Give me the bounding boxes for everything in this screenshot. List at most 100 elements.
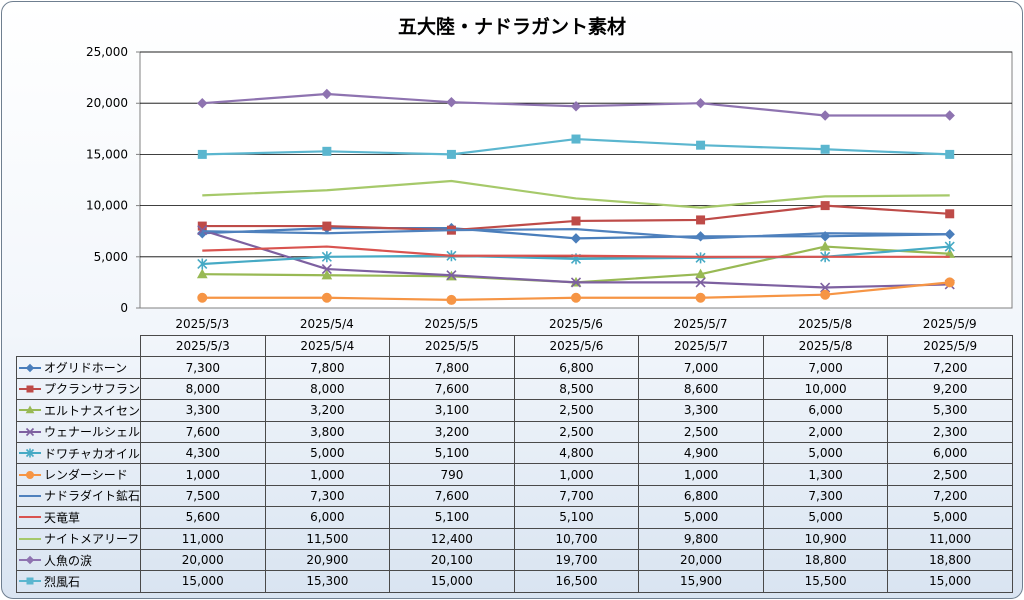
legend-key (19, 470, 41, 479)
table-cell: 3,800 (264, 420, 391, 443)
legend-entry: エルトナスイセン (15, 399, 142, 422)
star-marker (944, 241, 955, 253)
circle-marker (446, 294, 457, 305)
series (202, 179, 950, 209)
table-header-cell: 2025/5/7 (638, 334, 764, 358)
table-cell: 2,300 (887, 420, 1013, 443)
legend-label: ナイトメアリーフ (44, 532, 140, 547)
legend-key (19, 555, 41, 565)
series-line (202, 228, 950, 240)
x-tick-label: 2025/5/4 (300, 317, 354, 331)
table-row: ウェナールシェル 7,600 3,800 3,200 2,500 2,500 2,000 2,… (15, 420, 1013, 443)
table-cell: 12,400 (389, 527, 515, 550)
x-marker (695, 277, 706, 288)
legend-key (19, 577, 41, 585)
table-cell: 7,200 (887, 356, 1013, 379)
legend-key (19, 494, 41, 497)
circle-marker (26, 470, 34, 479)
table-row: 人魚の涙 20,000 20,900 20,100 19,700 20,000 18,800… (15, 548, 1013, 572)
table-cell: 15,000 (887, 570, 1013, 593)
circle-marker (695, 292, 706, 303)
table-cell: 5,300 (887, 399, 1013, 422)
legend-key (19, 405, 41, 414)
table-header-cell: 2025/5/8 (762, 334, 889, 358)
x-marker (321, 264, 332, 275)
table-cell: 9,200 (887, 377, 1013, 401)
series (197, 134, 955, 159)
legend-key (19, 537, 41, 540)
series (197, 277, 955, 305)
table-cell: 10,700 (513, 527, 640, 550)
series (202, 245, 950, 258)
table-cell: 8,600 (638, 377, 764, 401)
x-tick-label: 2025/5/6 (549, 317, 603, 331)
table-cell: 3,200 (389, 420, 515, 443)
diamond-marker (944, 110, 955, 121)
y-tick-label: 10,000 (86, 199, 128, 213)
table-cell: 2,500 (513, 399, 640, 422)
x-marker (197, 225, 208, 236)
star-marker (197, 258, 208, 270)
table-cell: 2,000 (762, 420, 889, 443)
table-cell: 2,500 (638, 420, 764, 443)
table-row: ドワチャカオイル 4,300 5,000 5,100 4,800 4,900 5,000 6,… (15, 441, 1013, 465)
table-cell: 5,000 (887, 506, 1013, 529)
legend-label: ドワチャカオイル (44, 446, 140, 461)
table-header-cell: 2025/5/4 (264, 334, 391, 358)
legend-label: ウェナールシェル (44, 425, 141, 440)
table-cell: 6,800 (513, 356, 640, 379)
table-row: オグリドホーン 7,300 7,800 7,800 6,800 7,000 7,000 7,2… (15, 356, 1013, 379)
square-marker (446, 149, 456, 159)
table-cell: 7,600 (389, 377, 515, 401)
table-cell: 5,000 (762, 441, 889, 465)
square-marker (945, 209, 955, 219)
plot-area (139, 51, 1013, 309)
diamond-marker (25, 363, 35, 372)
table-cell: 20,000 (140, 548, 266, 572)
legend-entry: 烈風石 (15, 570, 142, 593)
table-cell: 5,100 (513, 506, 640, 529)
table-cell: 2,500 (513, 420, 640, 443)
diamond-marker (819, 110, 831, 121)
table-cell: 5,600 (140, 506, 266, 529)
y-tick-label: 15,000 (86, 147, 128, 161)
table-cell: 15,500 (762, 570, 889, 593)
table-cell: 7,600 (389, 484, 515, 508)
table-cell: 6,800 (638, 484, 764, 508)
diamond-marker (197, 97, 208, 109)
square-marker (197, 149, 207, 159)
table-cell: 8,500 (513, 377, 640, 401)
diamond-marker (321, 88, 333, 100)
table-cell: 6,000 (264, 506, 391, 529)
legend-key (19, 363, 41, 372)
table-cell: 7,300 (762, 484, 889, 508)
square-marker (322, 146, 332, 156)
table-cell: 6,000 (887, 441, 1013, 465)
table-cell: 7,200 (887, 484, 1013, 508)
square-marker (197, 221, 207, 231)
table-cell: 1,000 (513, 463, 640, 486)
table-cell: 7,700 (513, 484, 640, 508)
triangle-marker (321, 269, 333, 280)
diamond-marker (570, 101, 582, 112)
table-cell: 5,000 (264, 441, 391, 465)
table-corner (17, 336, 141, 357)
table-row: 天竜草 5,600 6,000 5,100 5,100 5,000 5,000 5,000 (15, 506, 1013, 529)
table-cell: 15,300 (264, 570, 391, 593)
circle-marker (944, 277, 955, 288)
table-cell: 1,000 (638, 463, 764, 486)
legend-entry: 天竜草 (15, 506, 142, 529)
legend-key (19, 385, 41, 393)
series (202, 228, 950, 240)
table-row: 烈風石 15,000 15,300 15,000 16,500 15,900 15,500 1… (15, 570, 1013, 593)
table-cell: 3,100 (389, 399, 515, 422)
table-header-cell: 2025/5/6 (513, 334, 640, 358)
legend-entry: 人魚の涙 (15, 548, 142, 572)
table-cell: 3,300 (638, 399, 764, 422)
table-cell: 7,300 (140, 356, 266, 379)
diamond-marker (695, 97, 706, 109)
y-tick-label: 25,000 (86, 45, 128, 59)
table-cell: 9,800 (638, 527, 764, 550)
x-tick-label: 2025/5/8 (798, 317, 852, 331)
table-row: プクランサフラン 8,000 8,000 7,600 8,500 8,600 10,000 9… (15, 377, 1013, 401)
